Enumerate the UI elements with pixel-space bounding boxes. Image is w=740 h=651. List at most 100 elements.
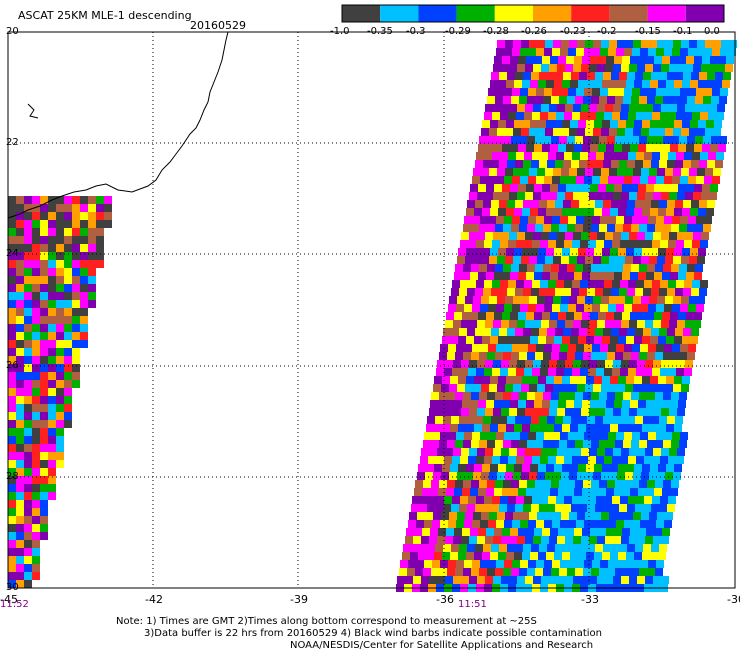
data-cell (8, 524, 16, 532)
data-cell (563, 72, 571, 80)
data-cell (602, 248, 610, 256)
data-cell (455, 392, 463, 400)
data-cell (16, 284, 24, 292)
data-cell (439, 392, 447, 400)
data-cell (548, 280, 556, 288)
data-cell (625, 472, 633, 480)
data-cell (618, 80, 626, 88)
data-cell (603, 200, 611, 208)
data-cell (466, 552, 474, 560)
data-cell (470, 272, 478, 280)
colorbar-swatch (685, 5, 724, 22)
data-cell (557, 192, 565, 200)
data-cell (48, 300, 56, 308)
data-cell (489, 472, 497, 480)
data-cell (620, 240, 628, 248)
data-cell (721, 40, 729, 48)
data-cell (622, 56, 630, 64)
data-cell (8, 220, 16, 228)
data-cell (627, 504, 635, 512)
data-cell (547, 504, 555, 512)
data-cell (537, 296, 545, 304)
data-cell (559, 480, 567, 488)
data-cell (438, 528, 446, 536)
data-cell (656, 432, 664, 440)
data-cell (549, 64, 557, 72)
data-cell (555, 160, 563, 168)
data-cell (472, 432, 480, 440)
data-cell (533, 232, 541, 240)
data-cell (48, 244, 56, 252)
data-cell (8, 308, 16, 316)
data-cell (507, 160, 515, 168)
data-cell (635, 544, 643, 552)
data-cell (544, 88, 552, 96)
data-cell (560, 560, 568, 568)
data-cell (675, 200, 683, 208)
data-cell (560, 88, 568, 96)
data-cell (605, 232, 613, 240)
data-cell (488, 216, 496, 224)
data-cell (551, 392, 559, 400)
data-cell (24, 508, 32, 516)
data-cell (654, 488, 662, 496)
data-cell (483, 200, 491, 208)
data-cell (634, 464, 642, 472)
data-cell (635, 200, 643, 208)
data-cell (16, 204, 24, 212)
data-cell (432, 560, 440, 568)
data-cell (493, 64, 501, 72)
data-cell (477, 408, 485, 416)
data-cell (525, 104, 533, 112)
data-cell (658, 120, 666, 128)
data-cell (24, 244, 32, 252)
data-cell (688, 88, 696, 96)
data-cell (689, 256, 697, 264)
data-cell (439, 480, 447, 488)
data-cell (672, 432, 680, 440)
data-cell (48, 204, 56, 212)
data-cell (606, 272, 614, 280)
data-cell (32, 324, 40, 332)
data-cell (601, 384, 609, 392)
data-cell (648, 344, 656, 352)
data-cell (599, 568, 607, 576)
data-cell (32, 268, 40, 276)
data-cell (455, 480, 463, 488)
data-cell (596, 112, 604, 120)
data-cell (680, 216, 688, 224)
data-cell (613, 232, 621, 240)
data-cell (474, 208, 482, 216)
data-cell (104, 220, 112, 228)
data-cell (457, 512, 465, 520)
data-cell (522, 80, 530, 88)
data-cell (591, 136, 599, 144)
data-cell (621, 104, 629, 112)
data-cell (504, 88, 512, 96)
data-cell (609, 128, 617, 136)
data-cell (424, 432, 432, 440)
data-cell (643, 328, 651, 336)
data-cell (515, 504, 523, 512)
data-cell (490, 424, 498, 432)
data-cell (80, 228, 88, 236)
data-cell (479, 440, 487, 448)
data-cell (8, 460, 16, 468)
data-cell (24, 380, 32, 388)
data-cell (592, 48, 600, 56)
data-cell (24, 220, 32, 228)
map-title: ASCAT 25KM MLE-1 descending (18, 9, 192, 22)
data-cell (539, 160, 547, 168)
data-cell (535, 392, 543, 400)
data-cell (665, 168, 673, 176)
data-cell (467, 416, 475, 424)
data-cell (557, 232, 565, 240)
data-cell (64, 324, 72, 332)
data-cell (639, 440, 647, 448)
data-cell (449, 296, 457, 304)
data-cell (697, 168, 705, 176)
data-cell (562, 552, 570, 560)
data-cell (627, 288, 635, 296)
data-cell (80, 284, 88, 292)
data-cell (32, 388, 40, 396)
